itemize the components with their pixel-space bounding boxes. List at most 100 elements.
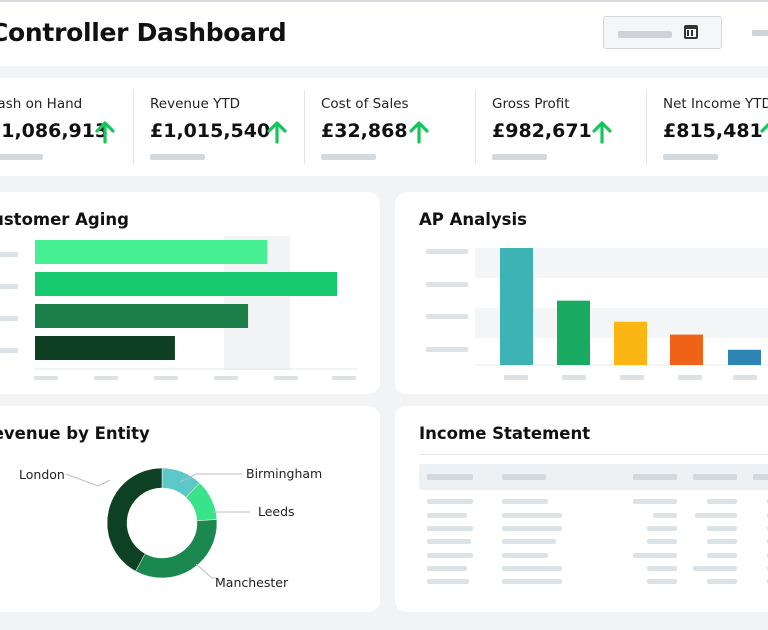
x-tick-label — [274, 376, 298, 380]
table-rule — [419, 454, 768, 455]
trend-up-arrow-icon — [592, 121, 612, 144]
x-tick-label — [678, 375, 702, 380]
dashboard-header: Controller Dashboard — [0, 0, 768, 66]
table-cell — [707, 526, 737, 531]
ap-bar — [557, 300, 590, 365]
customer-aging-card: Customer Aging — [0, 192, 380, 394]
table-cell — [427, 526, 473, 531]
leader-line-london — [65, 473, 111, 487]
kpi-strip: Cash on Hand £1,086,913 Revenue YTD £1,0… — [0, 78, 768, 176]
kpi-subtext — [321, 154, 376, 160]
x-tick-label — [34, 376, 58, 380]
kpi-gross-profit[interactable]: Gross Profit £982,671 — [475, 90, 646, 164]
revenue-by-entity-card: Revenue by Entity London Birmingham Leed… — [0, 406, 380, 612]
x-tick-label — [562, 375, 586, 380]
trend-up-arrow-icon — [409, 121, 429, 144]
kpi-label: Gross Profit — [492, 96, 570, 112]
table-cell — [427, 513, 467, 518]
table-cell — [427, 499, 473, 504]
y-tick-label — [0, 348, 18, 353]
table-cell — [647, 579, 677, 584]
table-header-cell — [693, 474, 737, 480]
table-cell — [502, 526, 562, 531]
table-cell — [647, 566, 677, 571]
table-cell — [502, 579, 562, 584]
x-tick-label — [94, 376, 118, 380]
table-cell — [502, 499, 548, 504]
x-tick-label — [154, 376, 178, 380]
kpi-subtext — [0, 154, 43, 160]
kpi-revenue-ytd[interactable]: Revenue YTD £1,015,540 — [133, 90, 304, 164]
card-title: Customer Aging — [0, 210, 129, 229]
table-cell — [707, 579, 737, 584]
kpi-subtext — [492, 154, 547, 160]
table-header-cell — [427, 474, 473, 480]
table-cell — [707, 499, 737, 504]
table-header-cell — [502, 474, 546, 480]
table-cell — [502, 513, 562, 518]
kpi-net-income-ytd[interactable]: Net Income YTD £815,481 — [646, 90, 768, 164]
y-tick-label — [426, 314, 468, 319]
kpi-label: Revenue YTD — [150, 96, 240, 112]
y-tick-label — [426, 347, 468, 352]
table-header-cell — [753, 474, 768, 480]
aging-bar — [35, 272, 338, 296]
ap-bar — [500, 248, 533, 365]
kpi-label: Cost of Sales — [321, 96, 409, 112]
x-tick-label — [332, 376, 356, 380]
card-title: Income Statement — [419, 424, 591, 443]
table-header-cell — [633, 474, 677, 480]
revenue-by-entity-chart — [65, 467, 250, 579]
ap-bar — [728, 349, 761, 365]
table-cell — [693, 566, 737, 571]
y-tick-label — [0, 284, 18, 289]
income-statement-card: Income Statement — [395, 406, 768, 612]
ap-analysis-chart — [426, 248, 768, 380]
kpi-value: £1,015,540 — [150, 120, 271, 142]
calendar-icon[interactable] — [684, 25, 698, 39]
table-cell — [653, 513, 677, 518]
kpi-subtext — [663, 154, 718, 160]
date-range-value — [618, 31, 672, 38]
kpi-cash-on-hand[interactable]: Cash on Hand £1,086,913 — [0, 90, 133, 164]
ap-analysis-card: AP Analysis — [395, 192, 768, 394]
kpi-value: £1,086,913 — [0, 120, 109, 142]
y-tick-label — [426, 249, 468, 254]
kpi-subtext — [150, 154, 205, 160]
kpi-value: £32,868 — [321, 120, 408, 142]
date-picker[interactable] — [603, 16, 722, 49]
page-title: Controller Dashboard — [0, 18, 287, 47]
trend-up-arrow-icon — [760, 122, 768, 133]
aging-bar — [35, 240, 268, 264]
x-tick-label — [504, 375, 528, 380]
table-cell — [427, 539, 471, 544]
table-cell — [707, 539, 737, 544]
table-cell — [427, 553, 473, 558]
aging-bar — [35, 336, 175, 360]
x-tick-label — [620, 375, 644, 380]
legend-leeds: Leeds — [258, 504, 295, 519]
kpi-value: £815,481 — [663, 120, 763, 142]
kpi-label: Net Income YTD — [663, 96, 768, 112]
table-cell — [647, 526, 677, 531]
table-cell — [633, 499, 677, 504]
table-cell — [502, 553, 548, 558]
table-cell — [502, 566, 562, 571]
kpi-cost-of-sales[interactable]: Cost of Sales £32,868 — [304, 90, 475, 164]
ap-bar — [614, 321, 647, 365]
trend-up-arrow-icon — [95, 121, 115, 144]
table-cell — [427, 579, 469, 584]
header-placeholder — [752, 30, 768, 36]
table-cell — [502, 539, 556, 544]
legend-london: London — [19, 467, 65, 482]
kpi-label: Cash on Hand — [0, 96, 83, 112]
aging-bar — [35, 304, 249, 328]
leader-line-birmingham — [179, 473, 242, 483]
table-cell — [647, 539, 677, 544]
card-title: Revenue by Entity — [0, 424, 150, 443]
x-tick-label — [733, 375, 757, 380]
customer-aging-chart — [0, 236, 358, 380]
table-cell — [707, 553, 737, 558]
table-cell — [633, 553, 677, 558]
donut-slice — [135, 519, 218, 579]
